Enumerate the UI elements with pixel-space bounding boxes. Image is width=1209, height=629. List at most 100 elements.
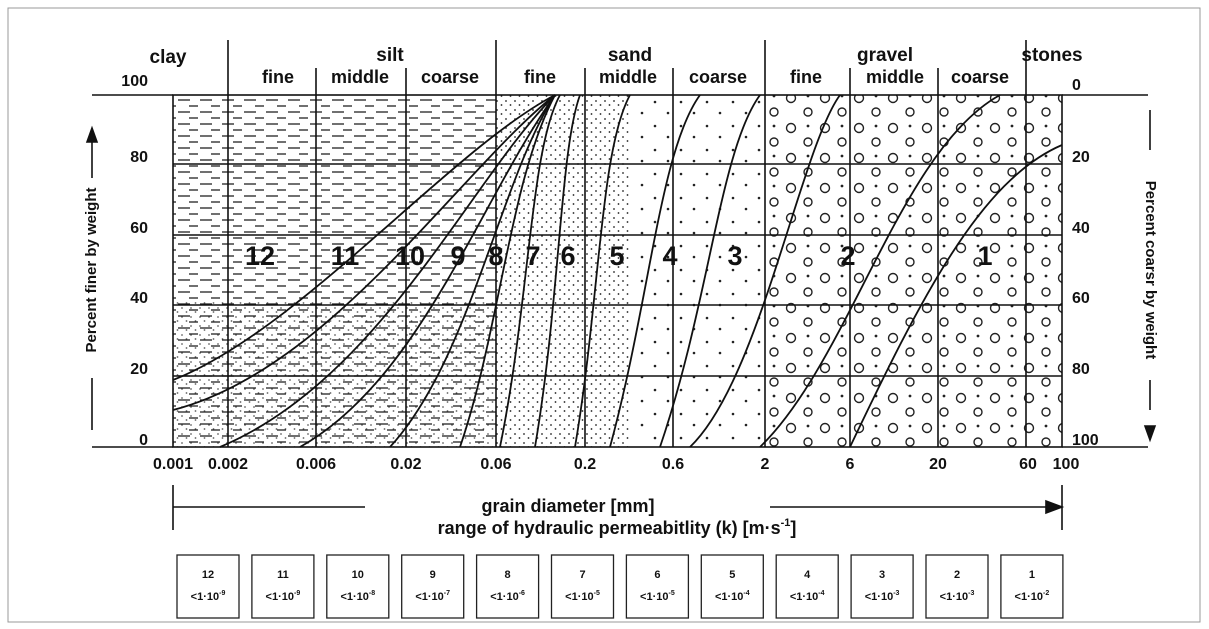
zone-label: 7 [525, 241, 540, 271]
zone-label: 4 [662, 241, 677, 271]
x-tick: 0.02 [390, 456, 421, 473]
box-zone: 5 [729, 569, 735, 581]
box-k: <1·10-6 [490, 590, 525, 603]
left-tick: 60 [130, 220, 148, 237]
box-k-exp: -4 [818, 590, 824, 597]
left-tick: 100 [121, 73, 148, 90]
zone-label: 12 [245, 241, 275, 271]
left-tick: 40 [130, 290, 148, 307]
permeability-box [700, 554, 764, 619]
box-k-text: <1·10 [191, 591, 219, 603]
box-zone: 12 [202, 569, 214, 581]
x-tick: 100 [1053, 456, 1080, 473]
box-k-text: <1·10 [565, 591, 593, 603]
zone-label: 8 [488, 241, 503, 271]
right-tick: 20 [1072, 149, 1090, 166]
box-k: <1·10-5 [565, 590, 600, 603]
k-axis-title: range of hydraulic permeabitlity (k) [m·… [438, 517, 797, 538]
box-k-exp: -8 [369, 590, 375, 597]
subgroup-label: coarse [689, 67, 747, 87]
left-tick: 80 [130, 149, 148, 166]
box-k-exp: -2 [1043, 590, 1049, 597]
box-zone: 10 [352, 569, 364, 581]
k-title-text: range of hydraulic permeabitlity (k) [m·… [438, 518, 781, 538]
box-k-text: <1·10 [865, 591, 893, 603]
box-zone: 8 [505, 569, 511, 581]
box-k-text: <1·10 [790, 591, 818, 603]
box-zone: 7 [579, 569, 585, 581]
box-zone: 4 [804, 569, 811, 581]
subgroup-label: fine [790, 67, 822, 87]
box-k-exp: -5 [594, 590, 600, 597]
box-k: <1·10-3 [940, 590, 975, 603]
axis-title-bg [82, 178, 102, 378]
permeability-box [550, 554, 615, 619]
box-k-text: <1·10 [640, 591, 668, 603]
permeability-box [775, 554, 839, 619]
box-k: <1·10-4 [790, 590, 825, 603]
coarse-sand-fill [631, 95, 765, 447]
box-k-exp: -4 [743, 590, 749, 597]
box-k: <1·10-5 [640, 590, 675, 603]
box-k-exp: -9 [219, 590, 225, 597]
grading-curves [172, 94, 1063, 448]
box-k-exp: -5 [669, 590, 675, 597]
box-k: <1·10-3 [865, 590, 900, 603]
k-title-end: ] [790, 518, 796, 538]
permeability-box [176, 554, 240, 619]
subgroup-label: coarse [951, 67, 1009, 87]
right-axis-title: Percent coarsr by weight [1142, 181, 1159, 359]
box-k-exp: -3 [893, 590, 899, 597]
gravel-fill [765, 95, 1062, 447]
zone-label: 11 [331, 241, 360, 271]
subgroup-label: middle [599, 67, 657, 87]
box-k-exp: -3 [968, 590, 974, 597]
box-k: <1·10-4 [715, 590, 750, 603]
box-k-exp: -9 [294, 590, 300, 597]
zone-label: 6 [560, 241, 575, 271]
x-tick: 20 [929, 456, 947, 473]
zone-label: 2 [840, 241, 855, 271]
left-tick: 20 [130, 361, 148, 378]
left-axis-title: Percent finer by weight [83, 187, 100, 352]
x-tick: 0.6 [662, 456, 684, 473]
right-tick: 0 [1072, 77, 1081, 94]
right-tick: 80 [1072, 361, 1090, 378]
zone-label: 5 [609, 241, 624, 271]
x-tick: 0.002 [208, 456, 248, 473]
box-zone: 3 [879, 569, 885, 581]
box-k: <1·10-9 [266, 590, 301, 603]
permeability-box [925, 554, 989, 619]
box-k-text: <1·10 [1015, 591, 1043, 603]
x-tick: 6 [846, 456, 855, 473]
box-k-text: <1·10 [940, 591, 968, 603]
subgroup-label: coarse [421, 67, 479, 87]
box-k-text: <1·10 [340, 591, 368, 603]
permeability-box [326, 554, 390, 619]
x-tick: 0.2 [574, 456, 596, 473]
box-k-exp: -7 [444, 590, 450, 597]
x-axis-title: grain diameter [mm] [481, 496, 654, 516]
fine-sand-fill [173, 300, 496, 447]
zone-label: 9 [450, 241, 465, 271]
axis-title-bg [1140, 150, 1160, 380]
box-k-exp: -6 [519, 590, 525, 597]
zone-label: 1 [977, 241, 992, 271]
box-k: <1·10-2 [1015, 590, 1050, 603]
grid [92, 40, 1148, 448]
subgroup-label: middle [331, 67, 389, 87]
permeability-box [401, 554, 465, 619]
group-label: clay [150, 47, 187, 68]
box-k: <1·10-7 [415, 590, 450, 603]
x-tick: 0.006 [296, 456, 336, 473]
zone-label: 3 [727, 241, 742, 271]
box-k-text: <1·10 [715, 591, 743, 603]
permeability-box [1000, 554, 1064, 619]
box-k: <1·10-9 [191, 590, 226, 603]
permeability-box [850, 554, 914, 619]
box-zone: 2 [954, 569, 960, 581]
box-k-text: <1·10 [490, 591, 518, 603]
group-label: sand [608, 45, 652, 66]
k-title-sup: -1 [781, 517, 791, 529]
